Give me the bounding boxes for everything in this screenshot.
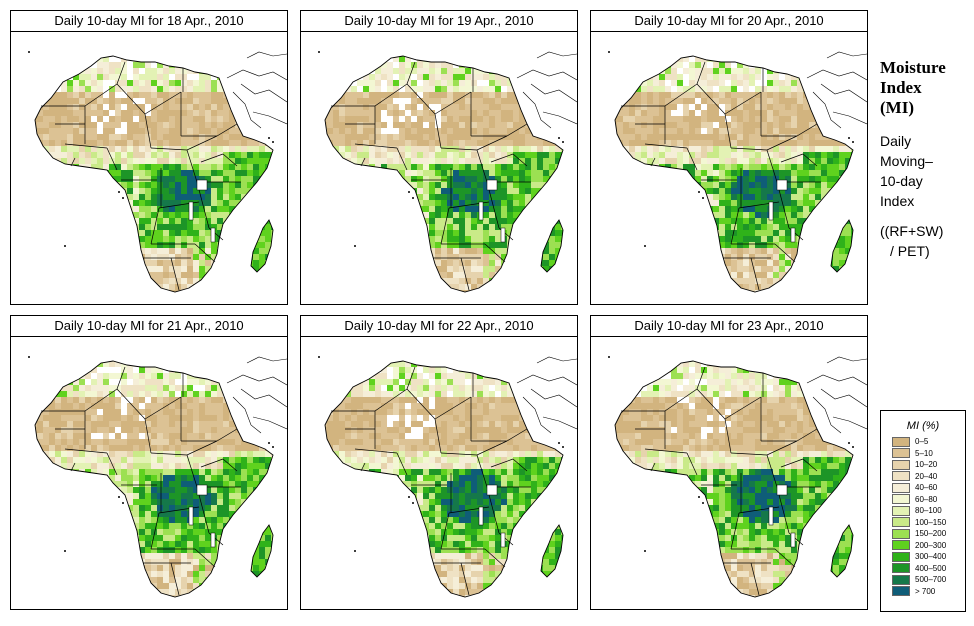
- legend-row: 0–5: [881, 436, 965, 448]
- map-panel-apr-18: Daily 10-day MI for 18 Apr., 2010: [10, 10, 288, 305]
- map-panel-apr-22: Daily 10-day MI for 22 Apr., 2010: [300, 315, 578, 610]
- map-panel-apr-19: Daily 10-day MI for 19 Apr., 2010: [300, 10, 578, 305]
- legend-swatch: [892, 586, 910, 597]
- moisture-index-title: Moisture Index (MI): [880, 58, 970, 118]
- formula-line: / PET): [890, 243, 930, 259]
- legend-row: > 700: [881, 586, 965, 598]
- legend-row: 200–300: [881, 540, 965, 552]
- legend-swatch: [892, 448, 910, 459]
- legend-swatch: [892, 540, 910, 551]
- legend-row: 5–10: [881, 448, 965, 460]
- africa-map: [300, 336, 578, 610]
- desc-line: Moving–: [880, 153, 933, 169]
- legend-label: 5–10: [915, 448, 933, 458]
- legend-swatch: [892, 459, 910, 470]
- desc-line: Daily: [880, 133, 912, 149]
- legend-swatch: [892, 494, 910, 505]
- legend-row: 100–150: [881, 517, 965, 529]
- title-line: Index: [880, 78, 922, 97]
- legend-row: 40–60: [881, 482, 965, 494]
- panel-title: Daily 10-day MI for 21 Apr., 2010: [10, 315, 288, 337]
- panel-title: Daily 10-day MI for 23 Apr., 2010: [590, 315, 868, 337]
- formula-line: ((RF+SW): [880, 223, 944, 239]
- desc-line: 10-day: [880, 173, 923, 189]
- legend-label: 300–400: [915, 552, 947, 562]
- title-line: (MI): [880, 98, 914, 117]
- mi-legend: MI (%) 0–5 5–10 10–20 20–40 40–60 60–80 80–100…: [880, 410, 966, 612]
- desc-line: Index: [880, 193, 915, 209]
- legend-row: 80–100: [881, 505, 965, 517]
- legend-label: 10–20: [915, 460, 938, 470]
- legend-row: 150–200: [881, 528, 965, 540]
- panel-title: Daily 10-day MI for 20 Apr., 2010: [590, 10, 868, 32]
- africa-map: [590, 336, 868, 610]
- legend-label: 0–5: [915, 437, 929, 447]
- legend-swatch: [892, 574, 910, 585]
- legend-label: > 700: [915, 586, 936, 596]
- legend-row: 60–80: [881, 494, 965, 506]
- africa-map: [10, 336, 288, 610]
- panel-title: Daily 10-day MI for 18 Apr., 2010: [10, 10, 288, 32]
- legend-row: 500–700: [881, 574, 965, 586]
- legend-rows: 0–5 5–10 10–20 20–40 40–60 60–80 80–100 100–150…: [881, 436, 965, 597]
- map-panel-apr-21: Daily 10-day MI for 21 Apr., 2010: [10, 315, 288, 610]
- legend-label: 500–700: [915, 575, 947, 585]
- legend-swatch: [892, 482, 910, 493]
- africa-map: [10, 31, 288, 305]
- legend-label: 200–300: [915, 540, 947, 550]
- index-formula: ((RF+SW) / PET): [880, 221, 970, 261]
- legend-swatch: [892, 517, 910, 528]
- panel-title: Daily 10-day MI for 22 Apr., 2010: [300, 315, 578, 337]
- legend-label: 60–80: [915, 494, 938, 504]
- index-description: Daily Moving– 10-day Index: [880, 131, 970, 211]
- legend-label: 400–500: [915, 563, 947, 573]
- legend-swatch: [892, 551, 910, 562]
- africa-map: [300, 31, 578, 305]
- legend-swatch: [892, 436, 910, 447]
- africa-map: [590, 31, 868, 305]
- legend-label: 80–100: [915, 506, 942, 516]
- map-panel-apr-20: Daily 10-day MI for 20 Apr., 2010: [590, 10, 868, 305]
- legend-label: 20–40: [915, 471, 938, 481]
- map-panel-apr-23: Daily 10-day MI for 23 Apr., 2010: [590, 315, 868, 610]
- legend-label: 100–150: [915, 517, 947, 527]
- legend-label: 150–200: [915, 529, 947, 539]
- legend-row: 300–400: [881, 551, 965, 563]
- legend-row: 20–40: [881, 471, 965, 483]
- title-line: Moisture: [880, 58, 946, 77]
- legend-title: MI (%): [906, 420, 940, 432]
- legend-swatch: [892, 505, 910, 516]
- panel-title: Daily 10-day MI for 19 Apr., 2010: [300, 10, 578, 32]
- legend-swatch: [892, 563, 910, 574]
- legend-row: 10–20: [881, 459, 965, 471]
- legend-swatch: [892, 471, 910, 482]
- legend-swatch: [892, 528, 910, 539]
- legend-row: 400–500: [881, 563, 965, 575]
- legend-label: 40–60: [915, 483, 938, 493]
